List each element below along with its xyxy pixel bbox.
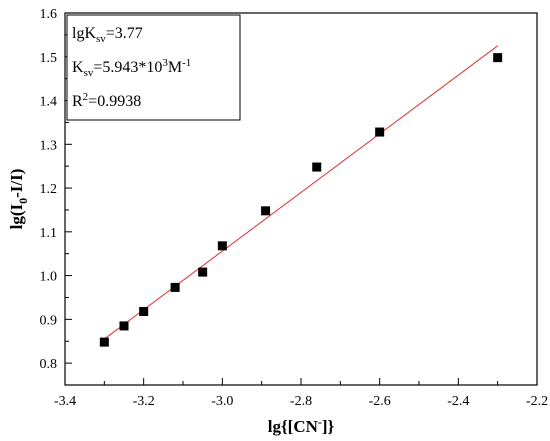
x-tick-label: -3.4 — [54, 394, 76, 409]
fit-line — [104, 45, 498, 340]
x-tick-label: -2.6 — [369, 394, 391, 409]
y-tick-label: 0.8 — [40, 357, 58, 372]
annotation-box: lgKsv=3.77 Ksv=5.943*103M-1 R2=0.9938 — [66, 14, 241, 121]
x-tick-label: -2.2 — [526, 394, 548, 409]
y-tick-label: 1.1 — [40, 226, 58, 241]
y-tick-label: 1.6 — [40, 7, 58, 22]
data-point — [217, 241, 227, 251]
data-point — [99, 337, 109, 347]
y-axis-title: lg(I0-I/I) — [7, 169, 30, 230]
annotation-frame — [66, 14, 241, 121]
x-tick-label: -2.8 — [290, 394, 312, 409]
y-tick-label: 1.2 — [40, 182, 58, 197]
x-axis-title: lg{[CN-]} — [268, 415, 335, 436]
data-point — [119, 321, 129, 331]
data-point — [493, 53, 503, 63]
annotation-ksv: Ksv=5.943*103M-1 — [72, 57, 191, 79]
data-point — [375, 127, 385, 137]
data-point — [261, 206, 271, 216]
x-tick-label: -3.2 — [133, 394, 155, 409]
data-point — [312, 162, 322, 172]
axis-ticks: -3.4 -3.2 -3.0 -2.8 -2.6 -2.4 -2.2 0.8 0.9 1.0 1.1… — [40, 7, 549, 409]
data-point — [170, 282, 180, 292]
x-tick-label: -3.0 — [211, 394, 233, 409]
annotation-r2: R2=0.9938 — [72, 91, 141, 110]
y-tick-label: 1.0 — [40, 270, 58, 285]
y-tick-label: 1.3 — [40, 138, 58, 153]
annotation-lgksv: lgKsv=3.77 — [72, 25, 143, 45]
y-tick-label: 1.4 — [40, 95, 58, 110]
y-tick-label: 1.5 — [40, 51, 58, 66]
data-point — [198, 267, 208, 277]
data-points — [99, 53, 503, 347]
y-tick-label: 0.9 — [40, 313, 58, 328]
x-tick-label: -2.4 — [447, 394, 469, 409]
data-point — [139, 306, 149, 316]
